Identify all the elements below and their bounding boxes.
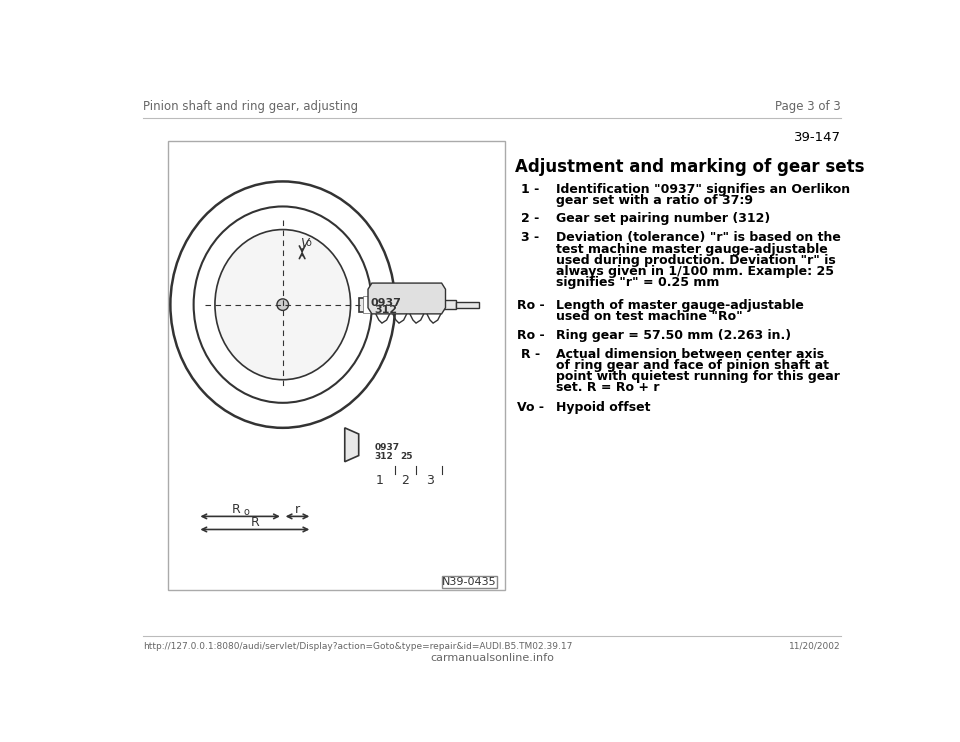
Text: o: o	[306, 237, 312, 248]
Text: Vo -: Vo -	[516, 401, 543, 414]
Text: N39-0435: N39-0435	[443, 577, 497, 587]
Text: R: R	[251, 516, 259, 529]
Text: Deviation (tolerance) "r" is based on the: Deviation (tolerance) "r" is based on th…	[557, 232, 841, 245]
Text: Pinion shaft and ring gear, adjusting: Pinion shaft and ring gear, adjusting	[143, 100, 358, 113]
Text: 0937: 0937	[371, 298, 401, 308]
Text: gear set with a ratio of 37:9: gear set with a ratio of 37:9	[557, 194, 754, 207]
Bar	[442, 576, 497, 588]
Text: 3 -: 3 -	[521, 232, 540, 245]
Text: used on test machine "Ro": used on test machine "Ro"	[557, 310, 743, 324]
Bar	[359, 298, 417, 312]
Text: 25: 25	[400, 453, 413, 462]
Polygon shape	[345, 428, 359, 462]
Bar	[456, 301, 479, 308]
Text: R -: R -	[521, 348, 540, 361]
Text: 1: 1	[375, 474, 384, 487]
Text: Ro -: Ro -	[516, 329, 544, 341]
Text: 2 -: 2 -	[521, 212, 540, 226]
Ellipse shape	[276, 299, 289, 310]
Text: signifies "r" = 0.25 mm: signifies "r" = 0.25 mm	[557, 276, 720, 289]
Bar	[417, 300, 456, 309]
Text: 39-147: 39-147	[794, 131, 841, 145]
Text: 312: 312	[374, 305, 397, 315]
Text: test machine master gauge-adjustable: test machine master gauge-adjustable	[557, 243, 828, 256]
Text: 1 -: 1 -	[521, 183, 540, 196]
Text: Identification "0937" signifies an Oerlikon: Identification "0937" signifies an Oerli…	[557, 183, 851, 196]
Text: V: V	[300, 237, 308, 250]
Text: Gear set pairing number (312): Gear set pairing number (312)	[557, 212, 771, 226]
Text: 11/20/2002: 11/20/2002	[789, 642, 841, 651]
Text: http://127.0.0.1:8080/audi/servlet/Display?action=Goto&type=repair&id=AUDI.B5.TM: http://127.0.0.1:8080/audi/servlet/Displ…	[143, 642, 572, 651]
Text: Ring gear = 57.50 mm (2.263 in.): Ring gear = 57.50 mm (2.263 in.)	[557, 329, 791, 341]
Bar	[363, 296, 409, 313]
Text: 3: 3	[426, 474, 434, 487]
Bar	[168, 142, 505, 590]
Text: 2: 2	[401, 474, 409, 487]
Text: Hypoid offset: Hypoid offset	[557, 401, 651, 414]
Text: Ro -: Ro -	[516, 299, 544, 312]
Text: point with quietest running for this gear: point with quietest running for this gea…	[557, 370, 840, 383]
Text: set. R = Ro + r: set. R = Ro + r	[557, 381, 660, 394]
Text: carmanualsonline.info: carmanualsonline.info	[430, 653, 554, 663]
Text: Adjustment and marking of gear sets: Adjustment and marking of gear sets	[516, 158, 865, 177]
Text: o: o	[243, 508, 249, 517]
Text: always given in 1/100 mm. Example: 25: always given in 1/100 mm. Example: 25	[557, 265, 834, 278]
Text: of ring gear and face of pinion shaft at: of ring gear and face of pinion shaft at	[557, 359, 829, 372]
Text: 0937: 0937	[374, 443, 399, 452]
Text: Length of master gauge-adjustable: Length of master gauge-adjustable	[557, 299, 804, 312]
Text: 312: 312	[374, 453, 393, 462]
Text: Page 3 of 3: Page 3 of 3	[775, 100, 841, 113]
Text: R: R	[231, 502, 240, 516]
Text: r: r	[295, 502, 300, 516]
Text: used during production. Deviation "r" is: used during production. Deviation "r" is	[557, 254, 836, 267]
Text: Actual dimension between center axis: Actual dimension between center axis	[557, 348, 825, 361]
Ellipse shape	[215, 229, 350, 380]
Polygon shape	[368, 283, 445, 314]
